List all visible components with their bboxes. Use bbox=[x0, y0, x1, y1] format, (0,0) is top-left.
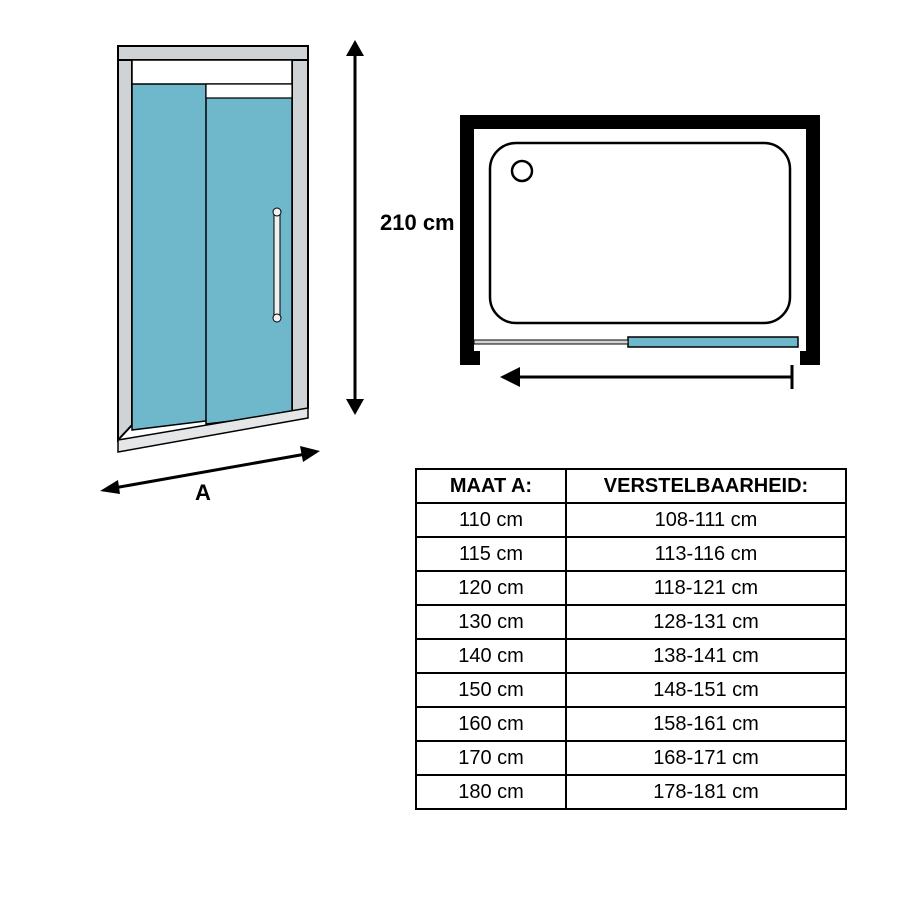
table-row: 170 cm168-171 cm bbox=[416, 741, 846, 775]
cell-verstelbaarheid: 138-141 cm bbox=[566, 639, 846, 673]
table-row: 130 cm128-131 cm bbox=[416, 605, 846, 639]
cell-maat: 140 cm bbox=[416, 639, 566, 673]
table-row: 180 cm178-181 cm bbox=[416, 775, 846, 809]
cell-verstelbaarheid: 108-111 cm bbox=[566, 503, 846, 537]
cell-maat: 170 cm bbox=[416, 741, 566, 775]
table-header-row: MAAT A: VERSTELBAARHEID: bbox=[416, 469, 846, 503]
cell-maat: 115 cm bbox=[416, 537, 566, 571]
cell-maat: 130 cm bbox=[416, 605, 566, 639]
diagram-container: 210 cm A bbox=[0, 0, 900, 900]
cell-verstelbaarheid: 118-121 cm bbox=[566, 571, 846, 605]
table-header-maat: MAAT A: bbox=[416, 469, 566, 503]
width-label: A bbox=[195, 480, 211, 506]
cell-maat: 180 cm bbox=[416, 775, 566, 809]
cell-verstelbaarheid: 148-151 cm bbox=[566, 673, 846, 707]
table-header-verstelbaarheid: VERSTELBAARHEID: bbox=[566, 469, 846, 503]
size-table: MAAT A: VERSTELBAARHEID: 110 cm108-111 c… bbox=[415, 468, 847, 810]
table-row: 160 cm158-161 cm bbox=[416, 707, 846, 741]
cell-maat: 120 cm bbox=[416, 571, 566, 605]
cell-maat: 110 cm bbox=[416, 503, 566, 537]
cell-verstelbaarheid: 158-161 cm bbox=[566, 707, 846, 741]
table-row: 150 cm148-151 cm bbox=[416, 673, 846, 707]
cell-verstelbaarheid: 178-181 cm bbox=[566, 775, 846, 809]
table-row: 120 cm118-121 cm bbox=[416, 571, 846, 605]
table-row: 140 cm138-141 cm bbox=[416, 639, 846, 673]
height-arrow bbox=[340, 40, 370, 415]
table-row: 115 cm113-116 cm bbox=[416, 537, 846, 571]
cell-verstelbaarheid: 168-171 cm bbox=[566, 741, 846, 775]
door-svg bbox=[110, 40, 320, 460]
cell-maat: 150 cm bbox=[416, 673, 566, 707]
door-illustration bbox=[110, 40, 320, 460]
topview-diagram bbox=[460, 115, 820, 395]
cell-maat: 160 cm bbox=[416, 707, 566, 741]
cell-verstelbaarheid: 128-131 cm bbox=[566, 605, 846, 639]
cell-verstelbaarheid: 113-116 cm bbox=[566, 537, 846, 571]
table-row: 110 cm108-111 cm bbox=[416, 503, 846, 537]
height-label: 210 cm bbox=[380, 210, 455, 236]
